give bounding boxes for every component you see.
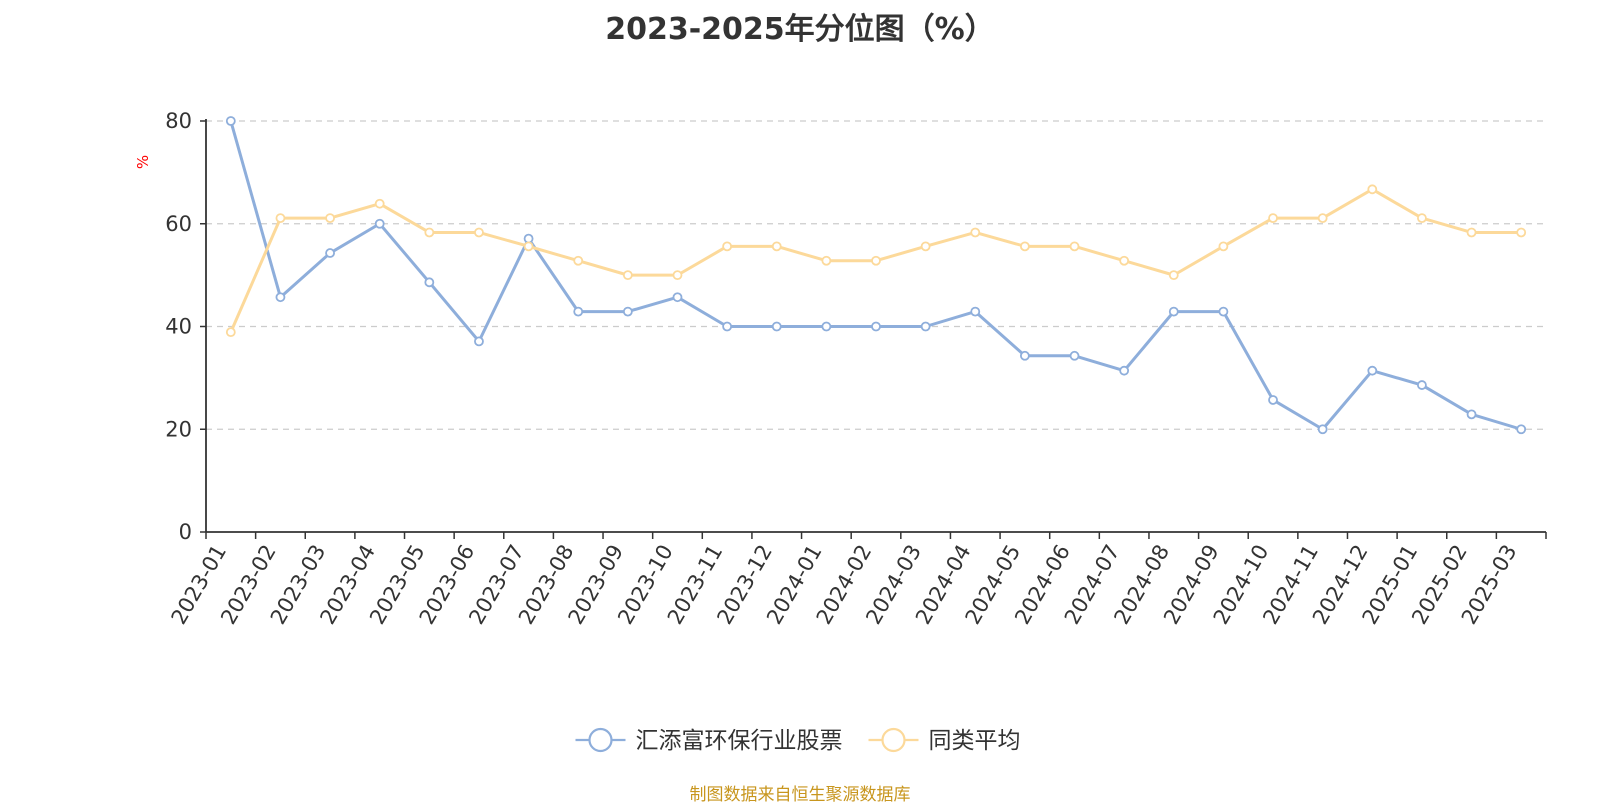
data-point-series-1[interactable] — [1516, 424, 1527, 435]
data-point-series-2[interactable] — [622, 270, 633, 281]
y-tick-label: 40 — [165, 315, 192, 339]
data-source-note: 制图数据来自恒生聚源数据库 — [689, 785, 911, 805]
data-point-series-1[interactable] — [1417, 380, 1427, 390]
data-point-series-1[interactable] — [325, 248, 335, 258]
data-point-series-2[interactable] — [1367, 184, 1378, 195]
data-point-series-2[interactable] — [374, 198, 385, 209]
legend-item-2[interactable]: 同类平均 — [868, 727, 1021, 754]
data-point-series-2[interactable] — [1268, 213, 1278, 223]
data-point-series-1[interactable] — [871, 321, 881, 332]
data-point-series-2[interactable] — [1019, 241, 1030, 252]
data-point-series-1[interactable] — [225, 116, 236, 126]
data-point-series-1[interactable] — [771, 321, 782, 332]
series-lines — [225, 116, 1527, 435]
series-line-1 — [229, 120, 1522, 431]
data-point-series-1[interactable] — [1466, 409, 1477, 420]
data-point-series-2[interactable] — [424, 227, 435, 238]
data-point-series-2[interactable] — [1317, 213, 1328, 223]
y-tick-label: 0 — [179, 520, 192, 544]
data-point-series-1[interactable] — [1069, 350, 1080, 361]
legend: 汇添富环保行业股票 同类平均 — [575, 727, 1021, 754]
data-point-series-2[interactable] — [771, 241, 782, 252]
data-point-series-1[interactable] — [1218, 306, 1229, 317]
data-point-series-1[interactable] — [523, 233, 534, 244]
data-point-series-1[interactable] — [1268, 395, 1278, 405]
data-point-series-2[interactable] — [722, 241, 733, 252]
data-point-series-1[interactable] — [672, 292, 683, 303]
data-point-series-2[interactable] — [1516, 227, 1527, 238]
data-point-series-2[interactable] — [573, 255, 584, 266]
data-point-series-2[interactable] — [275, 213, 286, 223]
data-point-series-2[interactable] — [970, 227, 981, 238]
data-point-series-1[interactable] — [1367, 365, 1378, 376]
data-point-series-2[interactable] — [1069, 241, 1080, 252]
data-point-series-1[interactable] — [970, 306, 981, 317]
data-point-series-2[interactable] — [474, 227, 484, 238]
data-point-series-1[interactable] — [920, 321, 931, 332]
data-point-series-2[interactable] — [821, 255, 832, 266]
y-tick-label: 20 — [165, 417, 192, 441]
legend-label: 汇添富环保行业股票 — [636, 728, 843, 754]
data-point-series-2[interactable] — [1466, 227, 1477, 238]
data-point-series-1[interactable] — [622, 306, 633, 317]
legend-label: 同类平均 — [929, 728, 1021, 754]
axes: 0204060802023-012023-022023-032023-04202… — [165, 109, 1547, 628]
data-point-series-1[interactable] — [722, 321, 733, 332]
data-point-series-1[interactable] — [1019, 350, 1030, 361]
data-point-series-2[interactable] — [225, 327, 236, 338]
y-axis-unit-label: % — [134, 155, 152, 169]
data-point-series-1[interactable] — [424, 277, 435, 288]
data-point-series-2[interactable] — [1168, 270, 1179, 281]
data-point-series-1[interactable] — [1119, 365, 1130, 376]
legend-circle-icon — [588, 727, 613, 753]
data-point-series-2[interactable] — [920, 241, 931, 252]
data-point-series-1[interactable] — [1168, 306, 1179, 317]
data-point-series-2[interactable] — [1218, 241, 1229, 252]
data-point-series-1[interactable] — [1317, 424, 1328, 435]
data-point-series-2[interactable] — [1417, 213, 1427, 223]
chart-title: 2023-2025年分位图（%） — [605, 12, 995, 47]
data-point-series-1[interactable] — [573, 306, 584, 317]
data-point-series-2[interactable] — [523, 241, 534, 252]
legend-circle-icon — [881, 727, 906, 753]
data-point-series-1[interactable] — [474, 336, 484, 347]
data-point-series-1[interactable] — [821, 321, 832, 332]
data-point-series-2[interactable] — [1119, 255, 1130, 266]
legend-item-1[interactable]: 汇添富环保行业股票 — [575, 727, 843, 754]
data-point-series-2[interactable] — [325, 213, 335, 223]
data-point-series-2[interactable] — [672, 270, 683, 281]
data-point-series-2[interactable] — [871, 255, 881, 266]
y-tick-label: 80 — [165, 109, 192, 133]
data-point-series-1[interactable] — [374, 218, 385, 229]
data-point-series-1[interactable] — [275, 292, 286, 303]
grid-lines — [206, 120, 1546, 430]
y-tick-label: 60 — [165, 212, 192, 236]
